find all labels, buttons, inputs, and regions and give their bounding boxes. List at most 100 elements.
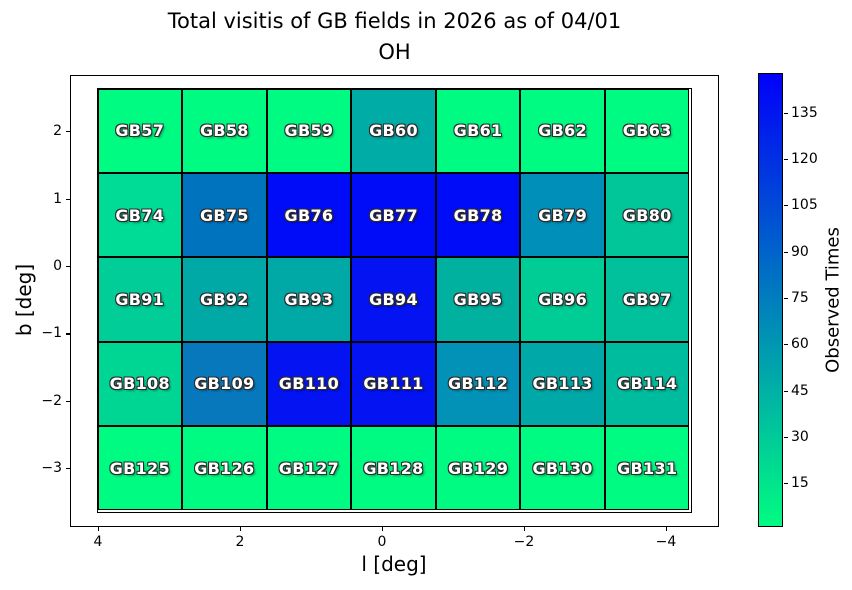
x-tick-label: −2 (513, 534, 535, 550)
heatmap-cell-label: GB62 (538, 121, 588, 141)
colorbar-tick-label: 90 (791, 243, 809, 260)
heatmap-cell-label: GB91 (115, 289, 165, 309)
colorbar-tick-label: 75 (791, 289, 809, 306)
heatmap-cell-label: GB79 (538, 205, 588, 225)
heatmap-cell-label: GB58 (199, 121, 249, 141)
heatmap-cell-label: GB74 (115, 205, 165, 225)
x-tick-mark (524, 527, 526, 531)
x-tick-label: 2 (235, 534, 245, 550)
x-axis-label: l [deg] (361, 552, 427, 576)
y-tick-mark (66, 131, 70, 133)
x-tick-mark (666, 527, 668, 531)
x-tick-mark (98, 527, 100, 531)
y-tick-mark (66, 468, 70, 470)
colorbar-tick-label: 15 (791, 475, 809, 492)
heatmap-cell-GB61: GB61 (435, 88, 521, 173)
colorbar-tick-mark (784, 158, 788, 161)
colorbar-tick-label: 105 (791, 197, 818, 214)
heatmap-cell-label: GB113 (532, 374, 593, 394)
heatmap-cell-label: GB93 (284, 289, 334, 309)
heatmap-cell-GB94: GB94 (351, 257, 436, 342)
heatmap-cell-label: GB57 (115, 121, 165, 141)
x-tick-label: 4 (93, 534, 103, 550)
colorbar-tick-mark (784, 344, 788, 346)
heatmap-cell-GB111: GB111 (351, 341, 436, 427)
y-tick-label: −2 (41, 392, 62, 409)
heatmap-grid: GB57 GB58 GB59 GB60 GB61 GB62 GB63 GB74 GB75 GB76… (96, 87, 692, 513)
heatmap-cell-GB63: GB63 (604, 88, 690, 173)
colorbar-tick-label: 30 (791, 428, 809, 445)
heatmap-cell-GB126: GB126 (182, 426, 267, 511)
heatmap-cell-GB80: GB80 (604, 172, 690, 258)
heatmap-cell-label: GB80 (622, 205, 672, 225)
chart-title-block: Total visitis of GB fields in 2026 as of… (70, 6, 719, 68)
colorbar-tick-label: 120 (791, 150, 818, 167)
heatmap-cell-GB125: GB125 (97, 426, 183, 511)
colorbar-tick-mark (784, 251, 788, 253)
heatmap-cell-GB79: GB79 (520, 172, 605, 258)
heatmap-cell-GB96: GB96 (520, 257, 605, 342)
heatmap-cell-GB91: GB91 (97, 257, 183, 342)
heatmap-cell-GB76: GB76 (266, 172, 352, 258)
heatmap-cell-GB130: GB130 (520, 426, 605, 511)
y-tick-mark (66, 400, 70, 402)
heatmap-cell-label: GB61 (453, 121, 503, 141)
heatmap-cell-label: GB60 (369, 121, 418, 141)
x-tick-mark (382, 527, 384, 531)
heatmap-cell-label: GB131 (617, 458, 678, 478)
heatmap-cell-label: GB76 (284, 205, 334, 225)
heatmap-cell-GB62: GB62 (520, 88, 605, 173)
heatmap-cell-GB92: GB92 (182, 257, 267, 342)
y-tick-mark (66, 266, 70, 268)
heatmap-cell-label: GB77 (369, 205, 418, 225)
heatmap-cell-label: GB111 (363, 374, 424, 394)
heatmap-cell-GB75: GB75 (182, 172, 267, 258)
colorbar-tick-label: 60 (791, 336, 809, 353)
heatmap-cell-label: GB94 (369, 289, 418, 309)
heatmap-cell-label: GB125 (109, 458, 170, 478)
y-tick-label: 0 (53, 258, 62, 274)
x-tick-label: 0 (377, 534, 387, 550)
y-tick-mark (66, 198, 70, 200)
heatmap-cell-label: GB110 (278, 374, 340, 394)
chart-subtitle: OH (378, 40, 411, 64)
colorbar-tick-mark (784, 483, 788, 485)
heatmap-cell-GB113: GB113 (520, 341, 605, 427)
heatmap-cell-label: GB108 (109, 374, 170, 394)
heatmap-cell-GB77: GB77 (351, 172, 436, 258)
heatmap-cell-GB95: GB95 (435, 257, 521, 342)
heatmap-cell-label: GB63 (622, 121, 672, 141)
heatmap-cell-GB59: GB59 (266, 88, 352, 173)
heatmap-cell-label: GB112 (447, 374, 509, 394)
heatmap-cell-GB60: GB60 (351, 88, 436, 173)
heatmap-cell-label: GB95 (453, 289, 503, 309)
heatmap-cell-label: GB127 (278, 458, 340, 478)
heatmap-cell-label: GB92 (199, 289, 249, 309)
heatmap-cell-label: GB97 (622, 289, 672, 309)
heatmap-cell-GB74: GB74 (97, 172, 183, 258)
heatmap-cell-label: GB114 (617, 374, 678, 394)
heatmap-cell-label: GB78 (453, 205, 503, 225)
heatmap-cell-GB58: GB58 (182, 88, 267, 173)
y-tick-label: 1 (53, 190, 62, 207)
heatmap-cell-label: GB96 (538, 289, 588, 309)
colorbar-tick-mark (784, 390, 788, 392)
heatmap-cell-GB97: GB97 (604, 257, 690, 342)
heatmap-cell-GB108: GB108 (97, 341, 183, 427)
colorbar-tick-mark (784, 205, 788, 207)
colorbar-tick-mark (784, 436, 788, 439)
colorbar-gradient (758, 73, 783, 527)
heatmap-cell-label: GB59 (284, 121, 334, 141)
heatmap-cell-label: GB75 (199, 205, 249, 225)
heatmap-cell-GB110: GB110 (266, 341, 352, 427)
heatmap-cell-label: GB129 (447, 458, 509, 478)
heatmap-cell-GB129: GB129 (435, 426, 521, 511)
x-tick-label: −4 (655, 534, 677, 550)
y-tick-label: −3 (41, 460, 62, 477)
x-tick-mark (240, 527, 242, 531)
colorbar-tick-label: 135 (791, 104, 818, 121)
chart-title: Total visitis of GB fields in 2026 as of… (167, 9, 622, 33)
y-axis-label: b [deg] (12, 263, 36, 337)
y-tick-label: 2 (53, 123, 62, 140)
